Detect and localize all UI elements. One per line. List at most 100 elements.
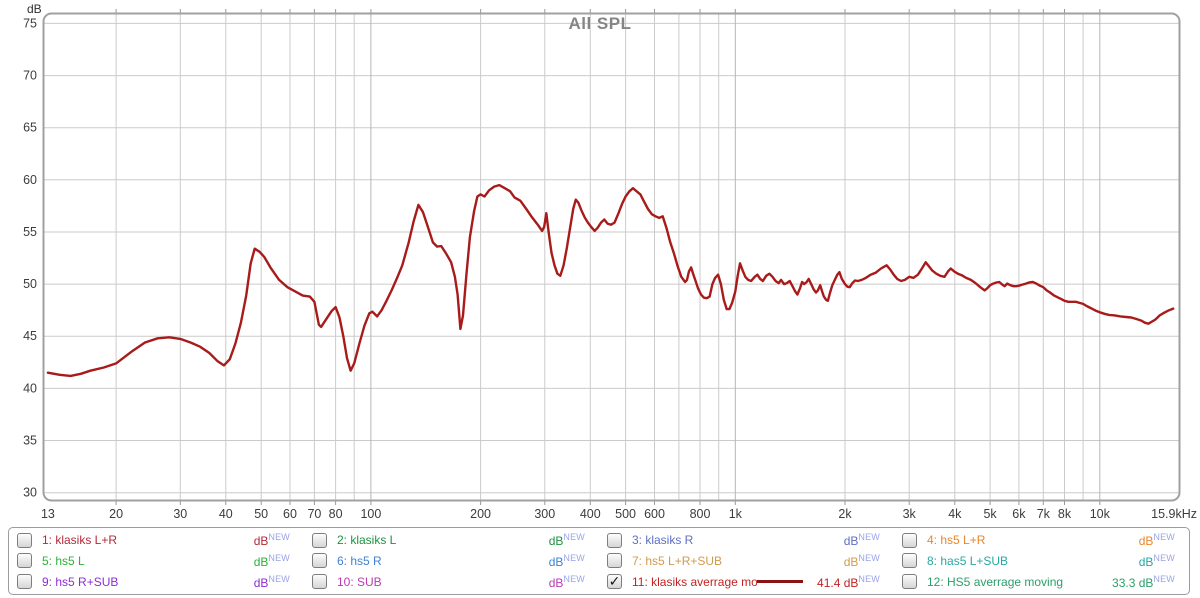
legend-db-readout-10: dBNEW — [548, 573, 585, 590]
new-badge: NEW — [858, 532, 880, 543]
legend-item-12: 12: HS5 averrage moving 33.3 dBNEW — [894, 571, 1189, 592]
x-tick-label: 2k — [838, 507, 852, 521]
x-tick-label: 15.9kHz — [1151, 507, 1197, 521]
y-tick-label: 50 — [23, 277, 37, 291]
legend-item-9: 9: hs5 R+SUB dBNEW — [9, 571, 304, 592]
y-tick-label: 40 — [23, 381, 37, 395]
x-tick-label: 3k — [903, 507, 917, 521]
legend-label-3: 3: klasiks R — [632, 533, 694, 548]
legend-label-2: 2: klasiks L — [337, 533, 397, 548]
legend-db-readout-6: dBNEW — [548, 552, 585, 569]
new-badge: NEW — [1153, 552, 1175, 563]
legend-checkbox-2[interactable] — [312, 532, 327, 548]
x-tick-label: 80 — [329, 507, 343, 521]
x-tick-label: 400 — [580, 507, 601, 521]
legend-checkbox-9[interactable] — [17, 574, 32, 590]
y-tick-label: 30 — [23, 486, 37, 500]
legend-db-readout-4: dBNEW — [1138, 532, 1175, 549]
legend-db-readout-11: 41.4 dBNEW — [817, 573, 880, 590]
legend-checkbox-5[interactable] — [17, 553, 32, 569]
legend-item-10: 10: SUB dBNEW — [304, 571, 599, 592]
new-badge: NEW — [858, 573, 880, 584]
legend-db-readout-8: dBNEW — [1138, 552, 1175, 569]
new-badge: NEW — [1153, 532, 1175, 543]
legend-item-1: 1: klasiks L+R dBNEW — [9, 530, 304, 551]
x-tick-label: 13 — [41, 507, 55, 521]
x-tick-label: 6k — [1012, 507, 1026, 521]
legend-checkbox-12[interactable] — [902, 574, 917, 590]
y-tick-label: 45 — [23, 329, 37, 343]
legend-panel: 1: klasiks L+R dBNEW 2: klasiks L dBNEW 3: k… — [8, 527, 1190, 595]
x-tick-label: 10k — [1090, 507, 1111, 521]
spl-trace-11 — [46, 183, 1175, 378]
legend-checkbox-1[interactable] — [17, 532, 32, 548]
new-badge: NEW — [268, 532, 290, 543]
new-badge: NEW — [1153, 573, 1175, 584]
x-tick-label: 200 — [470, 507, 491, 521]
y-axis-unit-label: dB — [27, 2, 42, 16]
y-tick-label: 35 — [23, 434, 37, 448]
x-tick-label: 60 — [283, 507, 297, 521]
legend-item-6: 6: hs5 R dBNEW — [304, 551, 599, 572]
legend-label-5: 5: hs5 L — [42, 553, 85, 568]
legend-db-readout-2: dBNEW — [548, 532, 585, 549]
legend-db-readout-12: 33.3 dBNEW — [1112, 573, 1175, 590]
x-tick-label: 70 — [307, 507, 321, 521]
x-tick-label: 30 — [173, 507, 187, 521]
legend-label-4: 4: hs5 L+R — [927, 533, 986, 548]
x-tick-label: 50 — [254, 507, 268, 521]
new-badge: NEW — [563, 552, 585, 563]
legend-label-10: 10: SUB — [337, 574, 382, 589]
legend-label-8: 8: has5 L+SUB — [927, 553, 1009, 568]
plot-border — [42, 12, 1181, 502]
x-tick-label: 500 — [615, 507, 636, 521]
legend-label-1: 1: klasiks L+R — [42, 533, 118, 548]
legend-checkbox-4[interactable] — [902, 532, 917, 548]
x-tick-label: 7k — [1037, 507, 1051, 521]
y-tick-label: 75 — [23, 16, 37, 30]
legend-label-12: 12: HS5 averrage moving — [927, 574, 1064, 589]
new-badge: NEW — [563, 532, 585, 543]
x-tick-label: 800 — [690, 507, 711, 521]
legend-db-readout-9: dBNEW — [253, 573, 290, 590]
x-tick-label: 40 — [219, 507, 233, 521]
x-tick-label: 5k — [983, 507, 997, 521]
legend-db-readout-3: dBNEW — [843, 532, 880, 549]
x-tick-label: 20 — [109, 507, 123, 521]
legend-checkbox-11[interactable]: ✓ — [607, 573, 622, 590]
y-tick-label: 70 — [23, 69, 37, 83]
legend-db-readout-5: dBNEW — [253, 552, 290, 569]
legend-item-8: 8: has5 L+SUB dBNEW — [894, 551, 1189, 572]
new-badge: NEW — [858, 552, 880, 563]
legend-label-6: 6: hs5 R — [337, 553, 382, 568]
legend-checkbox-8[interactable] — [902, 553, 917, 569]
trace-line-swatch — [757, 580, 804, 584]
legend-item-11: ✓ 11: klasiks averrage movin 41.4 dBNEW — [599, 571, 894, 592]
legend-checkbox-7[interactable] — [607, 553, 622, 569]
legend-item-2: 2: klasiks L dBNEW — [304, 530, 599, 551]
y-tick-label: 65 — [23, 121, 37, 135]
legend-item-5: 5: hs5 L dBNEW — [9, 551, 304, 572]
legend-checkbox-3[interactable] — [607, 532, 622, 548]
legend-label-11: 11: klasiks averrage movin — [632, 574, 758, 589]
legend-item-7: 7: hs5 L+R+SUB dBNEW — [599, 551, 894, 572]
legend-db-readout-1: dBNEW — [253, 532, 290, 549]
y-tick-label: 60 — [23, 173, 37, 187]
x-tick-label: 1k — [729, 507, 743, 521]
legend-db-readout-7: dBNEW — [843, 552, 880, 569]
legend-checkbox-6[interactable] — [312, 553, 327, 569]
legend-label-7: 7: hs5 L+R+SUB — [632, 553, 723, 568]
spl-chart: 75 70 65 60 55 50 45 40 35 30 13 20 30 40 50 60 70 80 100 2… — [23, 9, 1197, 521]
y-tick-label: 55 — [23, 225, 37, 239]
x-tick-label: 8k — [1058, 507, 1072, 521]
y-gridlines: 75 70 65 60 55 50 45 40 35 30 — [23, 16, 1180, 500]
new-badge: NEW — [268, 552, 290, 563]
x-tick-label: 4k — [948, 507, 962, 521]
legend-label-9: 9: hs5 R+SUB — [42, 574, 119, 589]
x-tick-label: 100 — [360, 507, 381, 521]
legend-checkbox-10[interactable] — [312, 574, 327, 590]
x-tick-label: 600 — [644, 507, 665, 521]
new-badge: NEW — [268, 573, 290, 584]
legend-item-4: 4: hs5 L+R dBNEW — [894, 530, 1189, 551]
